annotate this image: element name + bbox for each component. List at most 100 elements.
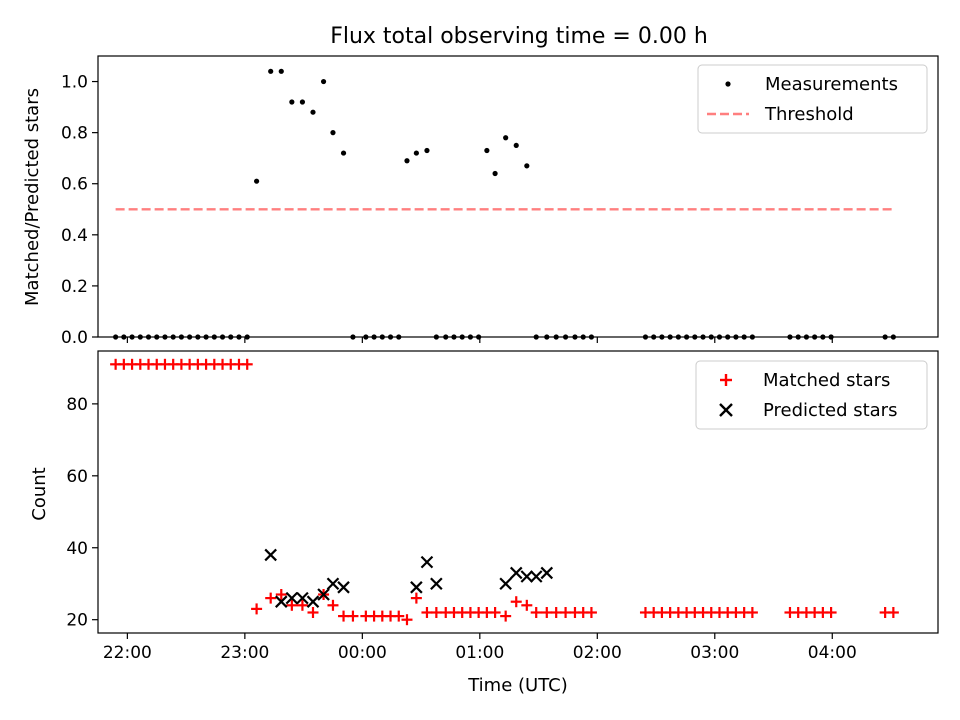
measurement-point <box>340 150 347 156</box>
legend-plus-icon <box>720 374 732 386</box>
x-stroke <box>410 581 423 594</box>
measurement-point <box>178 334 185 340</box>
x-stroke <box>520 570 534 583</box>
y-tick-label: 0.4 <box>61 226 88 246</box>
bottom-x-axis: 22:00 23:00 00:00 01:00 02:00 03:00 04:00 <box>103 633 857 663</box>
measurement-point <box>588 334 595 340</box>
measurement-point <box>795 334 801 340</box>
predicted-star-point <box>499 577 512 590</box>
legend-x-icon <box>719 403 733 417</box>
measurement-point <box>443 334 449 340</box>
matched-star-point <box>275 589 287 601</box>
x-stroke <box>529 570 543 583</box>
matched-star-point <box>521 599 533 611</box>
measurement-point <box>433 334 439 340</box>
x-tick-label: 22:00 <box>103 643 152 663</box>
predicted-star-point <box>274 595 288 608</box>
matched-star-point <box>560 606 572 618</box>
legend-label-threshold: Threshold <box>764 104 854 125</box>
top-chart-title: Flux total observing time = 0.00 h <box>330 24 708 49</box>
measurement-point <box>642 334 649 340</box>
matched-star-point <box>265 592 277 604</box>
measurement-point <box>310 109 316 115</box>
predicted-star-point <box>430 577 443 590</box>
measurement-point <box>162 334 168 340</box>
y-tick-label: 80 <box>66 395 88 415</box>
measurement-point <box>503 135 509 141</box>
matched-star-point <box>500 610 512 622</box>
matched-star-point <box>251 603 263 615</box>
matched-star-point <box>241 358 253 370</box>
measurement-point <box>651 334 657 340</box>
x-stroke <box>337 581 350 594</box>
measurement-point <box>572 334 578 340</box>
top-plot-area <box>97 55 939 338</box>
measurement-point <box>278 68 284 74</box>
predicted-star-point <box>509 566 523 580</box>
predicted-star-point <box>420 555 434 569</box>
matched-star-point <box>347 610 359 622</box>
measurement-point <box>203 334 209 340</box>
measurement-point <box>195 334 201 340</box>
measurement-point <box>404 158 410 164</box>
x-stroke <box>509 566 523 580</box>
matched-star-point <box>410 592 422 604</box>
bottom-x-axis-label: Time (UTC) <box>467 675 568 696</box>
measurement-point <box>675 334 681 340</box>
measurement-point <box>363 334 369 340</box>
measurement-point <box>513 142 519 149</box>
measurement-point <box>741 334 747 340</box>
x-stroke <box>306 595 320 608</box>
measurement-point <box>219 334 226 340</box>
x-tick-label: 00:00 <box>338 643 387 663</box>
y-tick-label: 60 <box>66 467 88 487</box>
measurement-point <box>749 334 755 340</box>
top-y-axis-label: Matched/Predicted stars <box>22 88 43 306</box>
measurement-point <box>424 147 430 154</box>
x-tick-label: 03:00 <box>690 643 739 663</box>
measurement-point <box>812 334 818 340</box>
measurement-point <box>700 334 706 340</box>
top-panel: Flux total observing time = 0.00 h 0.00.… <box>22 24 939 348</box>
y-tick-label: 0.2 <box>61 277 88 297</box>
measurement-point <box>459 334 465 340</box>
predicted-star-point <box>337 581 350 594</box>
y-tick-label: 0.8 <box>61 124 88 144</box>
measurement-point <box>254 178 260 184</box>
matched-star-point <box>286 599 298 611</box>
predicted-star-point <box>306 595 320 608</box>
predicted-star-point <box>326 577 340 590</box>
measurement-point <box>228 334 234 340</box>
measurement-point <box>533 334 539 340</box>
predicted-star-point <box>317 588 330 601</box>
matched-star-point <box>825 606 837 618</box>
predicted-star-point <box>285 591 299 605</box>
y-tick-label: 40 <box>66 539 88 559</box>
matched-star-point <box>887 606 899 618</box>
measurement-point <box>129 334 135 340</box>
predicted-star-point <box>264 548 277 562</box>
matched-star-point <box>430 606 442 618</box>
top-y-axis: 0.0 0.2 0.4 0.6 0.8 1.0 <box>61 73 98 348</box>
x-tick-label: 01:00 <box>455 643 504 663</box>
measurement-point <box>320 78 327 85</box>
x-stroke <box>264 548 277 562</box>
matched-star-point <box>401 614 413 626</box>
measurement-point <box>145 334 152 340</box>
bottom-y-axis: 20 40 60 80 <box>66 395 98 631</box>
top-legend-box <box>697 64 928 134</box>
matched-star-point <box>296 599 308 611</box>
measurement-point <box>268 68 274 74</box>
bottom-y-axis-label: Count <box>29 467 50 520</box>
measurement-point <box>211 334 217 340</box>
measurement-point <box>484 147 490 154</box>
matched-star-point <box>541 606 553 618</box>
matched-star-point <box>489 606 501 618</box>
x-tick-label: 23:00 <box>220 643 269 663</box>
measurement-point <box>170 334 176 340</box>
measurement-point <box>396 334 402 340</box>
measurement-point <box>803 334 810 340</box>
measurement-point <box>467 334 474 340</box>
x-stroke <box>326 577 340 590</box>
top-plot-marks <box>113 68 896 340</box>
